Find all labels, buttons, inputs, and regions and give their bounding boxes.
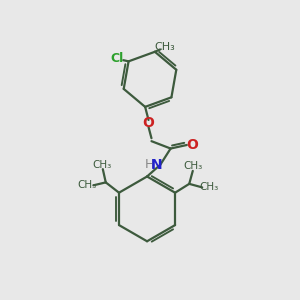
Text: O: O [186, 138, 198, 152]
Text: O: O [142, 116, 154, 130]
Text: CH₃: CH₃ [200, 182, 219, 192]
Text: CH₃: CH₃ [184, 161, 203, 172]
Text: H: H [144, 158, 154, 171]
Text: N: N [151, 158, 163, 172]
Text: CH₃: CH₃ [155, 42, 176, 52]
Text: CH₃: CH₃ [77, 180, 97, 190]
Text: Cl: Cl [111, 52, 124, 65]
Text: CH₃: CH₃ [93, 160, 112, 170]
